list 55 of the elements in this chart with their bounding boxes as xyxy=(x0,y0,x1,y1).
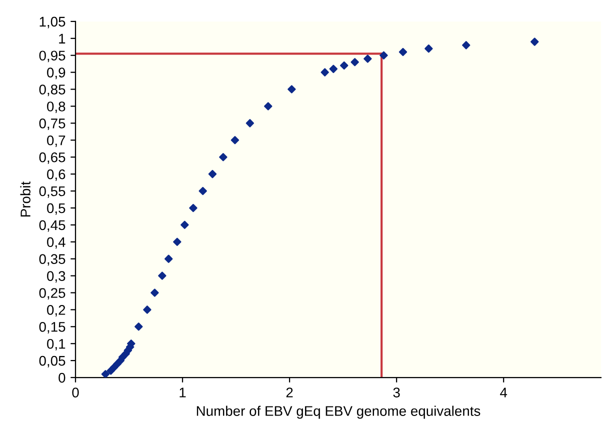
point xyxy=(101,370,110,378)
y-tick-label: 0,95 xyxy=(39,50,66,62)
point xyxy=(340,61,348,70)
y-tick-label: 1,05 xyxy=(40,16,66,28)
point xyxy=(189,204,198,212)
y-tick-label: 0,85 xyxy=(39,84,66,96)
x-tick-label: 3 xyxy=(393,388,400,398)
point xyxy=(288,85,296,94)
y-tick-label: 0,15 xyxy=(39,322,66,334)
x-tick-label: 0 xyxy=(72,388,79,398)
point xyxy=(158,272,166,280)
point xyxy=(198,186,207,196)
y-tick-label: 0,8 xyxy=(47,102,66,114)
y-tick-label: 0,35 xyxy=(39,254,66,266)
y-tick-label: 0,05 xyxy=(39,356,66,368)
y-tick-label: 0,25 xyxy=(39,288,66,300)
y-tick-label: 0,55 xyxy=(39,186,66,198)
point xyxy=(134,322,143,331)
point xyxy=(180,220,189,230)
y-tick-label: 0,3 xyxy=(47,271,66,283)
point xyxy=(173,238,182,246)
point xyxy=(143,306,152,314)
y-tick-label: 0,75 xyxy=(39,118,66,130)
point xyxy=(164,254,173,263)
y-tick-label: 0,45 xyxy=(39,220,66,232)
y-tick-label: 0,1 xyxy=(47,338,66,350)
point xyxy=(350,58,359,66)
y-tick-label: 0,7 xyxy=(47,135,66,147)
y-tick-label: 0,65 xyxy=(39,152,66,164)
point xyxy=(380,51,388,60)
point xyxy=(364,54,372,63)
point xyxy=(264,102,272,110)
point xyxy=(329,64,338,74)
point xyxy=(320,68,329,76)
y-tick-label: 0,6 xyxy=(47,169,66,181)
y-tick-label: 0,9 xyxy=(47,68,66,80)
x-tick-label: 1 xyxy=(180,388,186,398)
point xyxy=(230,136,240,144)
y-axis-title: Probit xyxy=(20,181,30,216)
y-tick-label: 0,5 xyxy=(47,203,66,215)
y-tick-label: 0,2 xyxy=(47,305,66,317)
point xyxy=(398,48,408,56)
point xyxy=(150,288,159,297)
y-tick-label: 1 xyxy=(59,34,66,44)
point xyxy=(208,170,217,178)
x-tick-label: 2 xyxy=(286,388,293,398)
point xyxy=(424,44,433,53)
x-tick-label: 4 xyxy=(500,388,508,398)
point xyxy=(530,38,539,46)
point xyxy=(219,153,228,162)
x-axis-title: Number of EBV gEq EBV genome equivalents xyxy=(196,406,480,419)
y-tick-label: 0,4 xyxy=(47,237,66,249)
point xyxy=(246,119,254,128)
y-tick-label: 0 xyxy=(58,372,66,383)
point xyxy=(462,41,470,50)
